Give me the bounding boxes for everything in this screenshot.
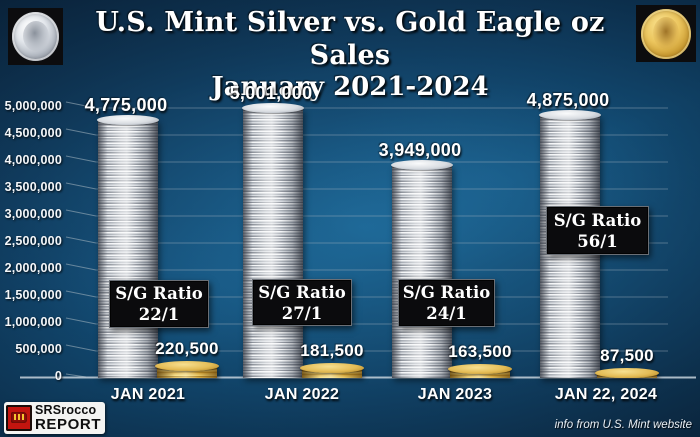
gold-eagle-coin-frame [636,5,696,62]
srsrocco-logo-icon [6,405,32,431]
silver-bar-jan-2023 [391,160,453,378]
gold-bar-top-coin [595,368,659,378]
x-axis-category-label: JAN 2022 [264,386,340,403]
silver-eagle-coin-frame [8,8,63,65]
sg-ratio-value: 27/1 [281,303,323,323]
silver-eagle-coin-icon [12,12,59,61]
silver-bar-top-coin [539,110,601,120]
sg-ratio-value: 56/1 [577,231,618,251]
chart-title-line2: January 2021-2024 [211,72,489,102]
silver-bar-jan-2021 [97,115,159,378]
y-axis-tick-label: 2,000,000 [4,261,62,275]
gold-value-label: 163,500 [448,342,512,361]
y-axis-tick-label: 5,000,000 [4,99,62,113]
sg-ratio-value: 22/1 [138,305,180,324]
sg-ratio-title: S/G Ratio [553,210,642,230]
y-axis-tick-label: 3,500,000 [4,180,62,194]
gold-bar-top-coin [448,364,512,374]
gold-bar-top-coin [155,361,219,371]
silver-value-label: 5,001,000 [229,83,313,103]
sg-ratio-title: S/G Ratio [402,283,491,302]
x-axis-category-label: JAN 2023 [417,386,493,403]
silver-bar-top-coin [242,103,304,113]
gold-bar-jan-2024 [595,368,659,378]
silver-bar-jan-2022 [242,103,304,378]
sg-ratio-value: 24/1 [426,304,467,323]
gold-bar-top-coin [300,363,364,373]
gold-eagle-coin-icon [641,8,691,59]
sg-ratio-box-2024: S/G Ratio 56/1 [546,206,649,255]
gold-value-label: 87,500 [600,346,654,365]
y-axis-tick-label: 500,000 [15,342,62,356]
sg-ratio-box-2021: S/G Ratio 22/1 [109,280,209,328]
silver-value-label: 4,775,000 [84,95,168,115]
silver-bar-top-coin [97,115,159,125]
gold-value-label: 220,500 [155,339,219,358]
y-axis-tick-label: 1,500,000 [4,288,62,302]
gold-value-label: 181,500 [300,341,364,360]
gold-bar-jan-2021 [155,361,219,378]
x-axis-category-label: JAN 22, 2024 [554,386,658,403]
y-axis-tick-label: 0 [54,369,62,383]
chart-title: U.S. Mint Silver vs. Gold Eagle oz Sales… [70,6,630,103]
source-note: info from U.S. Mint website [554,419,692,431]
y-axis-tick-label: 3,000,000 [4,207,62,221]
gold-bar-jan-2023 [448,364,512,378]
brand-name-report: REPORT [35,416,102,434]
y-axis-tick-label: 4,000,000 [4,153,62,167]
silver-value-label: 3,949,000 [378,140,462,160]
silver-value-label: 4,875,000 [526,90,610,110]
silver-bar-top-coin [391,160,453,170]
sg-ratio-box-2022: S/G Ratio 27/1 [252,279,352,326]
y-axis-tick-label: 4,500,000 [4,126,62,140]
sg-ratio-title: S/G Ratio [115,284,203,303]
srsrocco-report-logo: SRSrocco REPORT [4,402,105,434]
gold-bar-jan-2022 [300,363,364,378]
y-axis-tick-label: 1,000,000 [4,315,62,329]
brand-name: SRSrocco [35,402,97,417]
sg-ratio-title: S/G Ratio [258,282,346,302]
chart-title-line1: U.S. Mint Silver vs. Gold Eagle oz Sales [95,7,605,71]
sg-ratio-box-2023: S/G Ratio 24/1 [398,279,495,327]
x-axis-category-label: JAN 2021 [110,386,186,403]
y-axis-tick-label: 2,500,000 [4,234,62,248]
